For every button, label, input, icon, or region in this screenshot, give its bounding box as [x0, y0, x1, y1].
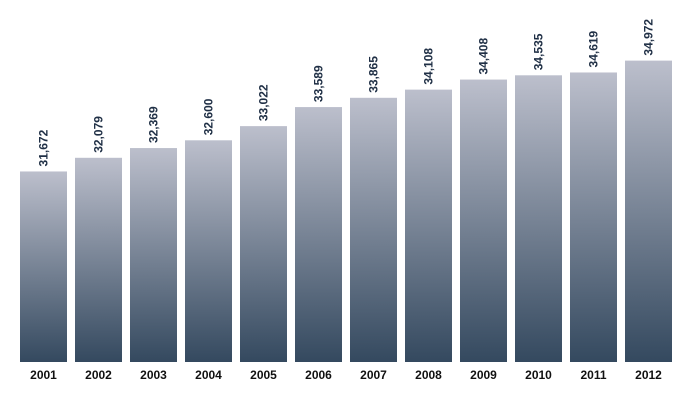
- x-tick-label-2002: 2002: [85, 368, 112, 382]
- value-label-2005: 33,022: [257, 84, 271, 121]
- x-axis-tick-labels: 2001 2002 2003 2004 2005 2006 2007 2008 2009 2010…: [30, 368, 662, 382]
- value-label-2010: 34,535: [532, 33, 546, 70]
- bar-2009: [460, 79, 507, 362]
- bar-2008: [405, 89, 452, 362]
- value-label-2003: 32,369: [147, 106, 161, 143]
- x-tick-label-2011: 2011: [580, 368, 606, 382]
- value-label-2012: 34,972: [642, 19, 656, 56]
- bar-2005: [240, 126, 287, 363]
- x-tick-label-2008: 2008: [415, 368, 442, 382]
- x-tick-label-2005: 2005: [250, 368, 277, 382]
- bar-2003: [130, 148, 177, 362]
- x-tick-label-2010: 2010: [525, 368, 552, 382]
- value-label-2009: 34,408: [477, 38, 491, 75]
- x-tick-label-2004: 2004: [195, 368, 222, 382]
- bar-2012: [625, 60, 672, 363]
- value-labels-layer: 31,672 32,079 32,369 32,600 33,022 33,589 33,8…: [37, 19, 656, 167]
- bar-2001: [20, 171, 67, 362]
- x-tick-label-2003: 2003: [140, 368, 167, 382]
- value-label-2001: 31,672: [37, 129, 51, 166]
- x-tick-label-2009: 2009: [470, 368, 497, 382]
- value-label-2007: 33,865: [367, 56, 381, 93]
- x-tick-label-2001: 2001: [30, 368, 57, 382]
- value-label-2002: 32,079: [92, 116, 106, 153]
- value-label-2004: 32,600: [202, 98, 216, 135]
- value-label-2011: 34,619: [587, 30, 601, 67]
- bar-2011: [570, 72, 617, 362]
- value-label-2006: 33,589: [312, 65, 326, 102]
- bar-2004: [185, 140, 232, 362]
- bar-2007: [350, 97, 397, 363]
- bar-2010: [515, 75, 562, 362]
- value-label-2008: 34,108: [422, 48, 436, 85]
- bar-2006: [295, 107, 342, 362]
- bars-layer: [20, 60, 672, 363]
- bar-2002: [75, 157, 122, 362]
- x-tick-label-2012: 2012: [635, 368, 662, 382]
- x-tick-label-2007: 2007: [360, 368, 387, 382]
- x-tick-label-2006: 2006: [305, 368, 332, 382]
